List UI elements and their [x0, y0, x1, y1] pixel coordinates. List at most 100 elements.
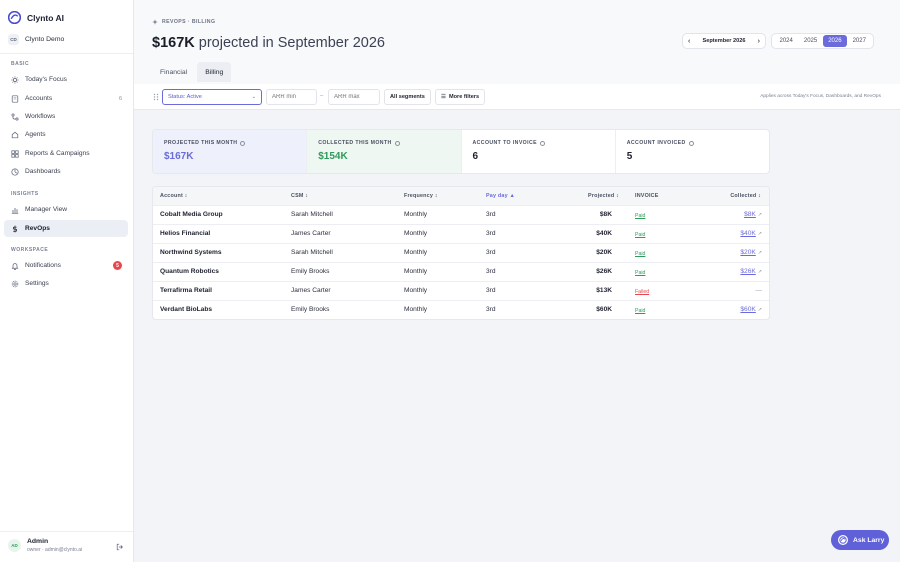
logout-icon[interactable] [116, 543, 124, 551]
sidebar-item-settings[interactable]: Settings [4, 275, 128, 292]
collected-link[interactable]: $20K [740, 249, 756, 256]
sidebar-item-dashboards[interactable]: Dashboards [4, 163, 128, 180]
collected-link[interactable]: $26K [740, 268, 756, 275]
chevron-right-icon[interactable]: › [757, 37, 760, 45]
breadcrumb-text: REVOPS · BILLING [162, 19, 216, 25]
tab-bar: Financial Billing [152, 62, 232, 82]
kpi-collected: COLLECTED THIS MONTH $154K [307, 130, 462, 173]
section-label-workspace: WORKSPACE [11, 247, 49, 253]
sidebar-item-workflows[interactable]: Workflows [4, 108, 128, 125]
tab-financial[interactable]: Financial [160, 68, 188, 76]
cell-collected[interactable]: $40K ↗ [740, 230, 762, 237]
invoice-status-link[interactable]: Paid [635, 269, 646, 276]
chevron-down-icon: ⌄ [251, 94, 256, 100]
info-icon[interactable] [394, 140, 400, 146]
drag-handle-icon[interactable] [153, 93, 159, 101]
year-selector: 2024 2025 2026 2027 [771, 33, 875, 49]
sidebar-item-notifications[interactable]: Notifications 5 [4, 257, 128, 274]
invoice-status-link[interactable]: Failed [635, 288, 650, 295]
sidebar-item-label: Agents [25, 131, 46, 138]
collected-link[interactable]: $40K [740, 230, 756, 237]
table-row[interactable]: Northwind Systems Sarah Mitchell Monthly 3r… [153, 244, 769, 263]
title-rest: projected in September 2026 [194, 35, 385, 51]
ask-larry-button[interactable]: Ask Larry [831, 530, 889, 550]
year-2026[interactable]: 2026 [822, 35, 848, 47]
collected-link[interactable]: $8K [744, 211, 756, 218]
cell-csm: Emily Brooks [291, 268, 330, 275]
sidebar-item-label: Workflows [25, 113, 56, 120]
cell-collected[interactable]: $20K ↗ [740, 249, 762, 256]
sidebar-item-label: Today's Focus [25, 76, 67, 83]
table-row[interactable]: Verdant BioLabs Emily Brooks Monthly 3rd $60… [153, 301, 769, 319]
building-icon [11, 94, 19, 103]
invoice-status-link[interactable]: Paid [635, 212, 646, 219]
sidebar-item-agents[interactable]: Agents [4, 126, 128, 143]
cell-pay-day: 3rd [486, 268, 496, 275]
table-row[interactable]: Quantum Robotics Emily Brooks Monthly 3rd $2… [153, 263, 769, 282]
title-amount: $167K [152, 35, 195, 51]
cell-account[interactable]: Northwind Systems [160, 249, 222, 256]
cell-account[interactable]: Quantum Robotics [160, 268, 219, 275]
chevron-left-icon[interactable]: ‹ [688, 37, 691, 45]
cell-account[interactable]: Cobalt Media Group [160, 211, 223, 218]
info-icon[interactable] [240, 140, 246, 146]
year-2025[interactable]: 2025 [803, 38, 818, 44]
kpi-value: $154K [318, 151, 348, 162]
gear-icon [11, 280, 19, 287]
invoice-status-link[interactable]: Paid [635, 231, 646, 238]
table-row[interactable]: Terrafirma Retail James Carter Monthly 3rd $… [153, 282, 769, 301]
cell-account[interactable]: Verdant BioLabs [160, 306, 213, 313]
breadcrumb: REVOPS · BILLING [152, 19, 215, 25]
sidebar-item-accounts[interactable]: Accounts 6 [4, 90, 128, 107]
brand[interactable]: Clynto AI [8, 11, 64, 24]
table-header: Account ↕ CSM ↕ Frequency ↕ Pay day ▲ Pr… [153, 187, 769, 206]
column-pay-day[interactable]: Pay day ▲ [486, 193, 516, 199]
tab-billing[interactable]: Billing [197, 62, 232, 82]
year-2027[interactable]: 2027 [852, 38, 866, 44]
more-filters-button[interactable]: ☰ More filters [435, 89, 486, 105]
invoice-status-link[interactable]: Paid [635, 250, 646, 257]
filter-bar: Status: Active ⌄ – All segments ☰ More f… [134, 84, 900, 110]
sidebar-item-label: Notifications [25, 262, 61, 269]
kpi-cards: PROJECTED THIS MONTH $167K COLLECTED THI… [152, 129, 770, 174]
larry-logo-icon [838, 535, 848, 545]
sidebar-item-reports-campaigns[interactable]: Reports & Campaigns [4, 145, 128, 162]
cell-frequency: Monthly [404, 268, 428, 275]
user-profile[interactable]: AD Admin owner · admin@clynto.ai [8, 538, 82, 553]
cell-csm: James Carter [291, 230, 331, 237]
cell-account[interactable]: Terrafirma Retail [160, 287, 212, 294]
cell-collected[interactable]: $8K ↗ [744, 211, 762, 218]
info-icon[interactable] [539, 140, 545, 146]
info-icon[interactable] [688, 140, 694, 146]
column-collected[interactable]: Collected ↕ [730, 193, 761, 199]
table-row[interactable]: Helios Financial James Carter Monthly 3rd $4… [153, 225, 769, 244]
notifications-badge: 5 [113, 261, 122, 270]
cell-collected[interactable]: $26K ↗ [740, 268, 762, 275]
table-row[interactable]: Cobalt Media Group Sarah Mitchell Monthly 3… [153, 206, 769, 225]
column-account[interactable]: Account ↕ [160, 193, 188, 199]
arr-max-input[interactable] [328, 89, 380, 105]
cell-collected[interactable]: $60K ↗ [740, 306, 762, 313]
kpi-value: 6 [472, 151, 479, 162]
user-name: Admin [27, 538, 49, 545]
sidebar-item-label: Reports & Campaigns [25, 150, 90, 157]
column-frequency[interactable]: Frequency ↕ [404, 193, 438, 199]
cell-account[interactable]: Helios Financial [160, 230, 211, 237]
sidebar-item-revops[interactable]: RevOps [4, 220, 128, 237]
column-csm[interactable]: CSM ↕ [291, 193, 309, 199]
collected-link[interactable]: $60K [740, 306, 756, 313]
sidebar-item-todays-focus[interactable]: Today's Focus [4, 71, 128, 88]
arr-min-input[interactable] [266, 89, 317, 105]
column-projected[interactable]: Projected ↕ [588, 193, 619, 199]
cell-projected: $8K [599, 211, 612, 218]
sidebar-item-manager-view[interactable]: Manager View [4, 201, 128, 218]
dollar-icon [12, 225, 18, 232]
org-switcher[interactable]: CD Clynto Demo [8, 34, 64, 45]
invoice-status-link[interactable]: Paid [635, 307, 646, 314]
segments-button[interactable]: All segments [384, 89, 431, 105]
external-link-icon: ↗ [757, 231, 762, 237]
cell-pay-day: 3rd [486, 249, 496, 256]
status-select[interactable]: Status: Active ⌄ [162, 89, 262, 105]
cell-frequency: Monthly [404, 230, 428, 237]
year-2024[interactable]: 2024 [779, 38, 793, 44]
